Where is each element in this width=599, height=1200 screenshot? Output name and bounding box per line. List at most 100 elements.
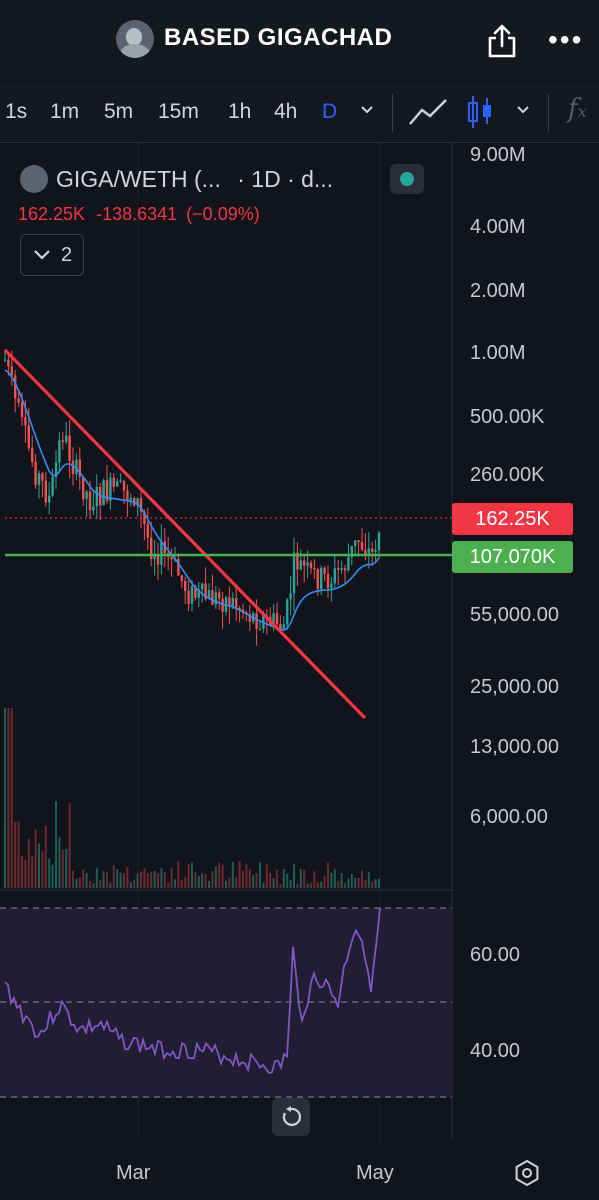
price-change-percent: (−0.09%)	[186, 204, 260, 224]
candle-body	[54, 462, 58, 478]
volume-bar	[194, 872, 197, 888]
symbol-label[interactable]: GIGA/WETH (... · 1D · d...	[56, 166, 334, 192]
volume-bar	[252, 874, 255, 888]
reset-icon	[282, 1106, 302, 1126]
line-chart-icon[interactable]	[408, 96, 448, 128]
market-status-button[interactable]	[390, 164, 424, 194]
volume-bar	[225, 880, 227, 888]
candle-body	[146, 524, 149, 538]
price-chart[interactable]	[0, 143, 599, 1200]
candle-body	[27, 425, 30, 448]
candle-body	[105, 480, 109, 501]
share-icon[interactable]	[486, 24, 518, 58]
volume-bar	[299, 868, 302, 888]
candle-body	[160, 541, 163, 565]
candle-body	[333, 568, 336, 584]
more-icon[interactable]: •••	[548, 24, 584, 55]
price-axis-label: 1.00M	[470, 342, 526, 364]
candle-body	[282, 624, 285, 629]
candle-body	[275, 613, 279, 625]
candle-body	[143, 511, 146, 525]
timeframe-1m[interactable]: 1m	[50, 100, 80, 123]
candle-body	[150, 537, 153, 559]
volume-bar	[123, 873, 125, 888]
volume-bar	[129, 882, 132, 888]
candle-body	[102, 480, 105, 506]
candle-body	[17, 398, 20, 403]
volume-bar	[167, 882, 170, 888]
volume-bar	[306, 883, 309, 888]
timeframe-15m[interactable]: 15m	[158, 100, 199, 123]
candle-body	[78, 459, 81, 477]
volume-bar	[133, 879, 136, 888]
volume-bar	[163, 871, 166, 888]
indicators-collapse-button[interactable]: 2	[20, 234, 84, 276]
candle-body	[272, 613, 275, 626]
candle-body	[313, 568, 316, 570]
timeframe-1s[interactable]: 1s	[5, 100, 28, 123]
candle-body	[31, 447, 34, 463]
candle-body	[139, 498, 143, 512]
candle-body	[153, 554, 156, 559]
candle-body	[156, 554, 160, 565]
volume-bar	[112, 865, 115, 888]
volume-bar	[92, 883, 95, 888]
candles-icon[interactable]	[466, 94, 494, 130]
price-axis-label: 55,000.00	[470, 604, 559, 626]
volume-bar	[347, 878, 350, 888]
timeframe-d[interactable]: D	[322, 100, 338, 123]
volume-bar	[272, 878, 275, 888]
candle-body	[3, 359, 7, 361]
candle-body	[119, 480, 122, 482]
volume-bar	[191, 862, 193, 888]
volume-bar	[378, 878, 380, 888]
chevron-down-icon[interactable]	[360, 102, 374, 116]
volume-bar	[204, 874, 207, 888]
volume-bar	[136, 873, 139, 888]
timeframe-4h[interactable]: 4h	[274, 100, 298, 123]
candle-body	[177, 559, 180, 576]
volume-bar	[374, 879, 377, 888]
candle-body	[71, 460, 75, 474]
volume-bar	[303, 869, 306, 888]
volume-bar	[282, 869, 285, 888]
timeframe-1h[interactable]: 1h	[228, 100, 252, 123]
volume-bar	[180, 879, 183, 888]
price-axis-label: 25,000.00	[470, 676, 559, 698]
candle-body	[180, 575, 183, 582]
fx-icon[interactable]: fx	[568, 94, 587, 124]
candle-body	[238, 607, 241, 610]
volume-bar	[157, 873, 159, 888]
chevron-down-icon[interactable]	[516, 102, 530, 116]
volume-bar	[286, 873, 289, 888]
volume-bar	[364, 879, 367, 888]
timeframe-5m[interactable]: 5m	[104, 100, 134, 123]
divider	[548, 94, 549, 132]
time-axis-label: Mar	[116, 1162, 151, 1184]
candle-body	[357, 540, 360, 543]
candle-body	[316, 569, 319, 590]
volume-bar	[276, 869, 278, 888]
volume-bar	[211, 871, 214, 888]
candle-body	[326, 573, 330, 589]
volume-bar	[119, 872, 122, 888]
volume-bar	[38, 843, 40, 888]
reset-chart-button[interactable]	[272, 1098, 310, 1136]
volume-bar	[313, 871, 316, 888]
candle-body	[279, 624, 282, 629]
rsi-axis-label: 40.00	[470, 1040, 521, 1062]
volume-bar	[82, 869, 85, 888]
avatar[interactable]	[116, 20, 154, 58]
volume-bar	[255, 873, 258, 888]
volume-bar	[296, 883, 299, 888]
volume-bar	[218, 862, 221, 888]
volume-bar	[72, 870, 74, 888]
candle-body	[343, 568, 347, 571]
candle-body	[201, 583, 204, 590]
price-axis-label: 13,000.00	[470, 736, 559, 758]
settings-icon[interactable]	[512, 1158, 542, 1188]
volume-bar	[228, 877, 231, 888]
candle-body	[289, 593, 292, 600]
volume-bar	[174, 879, 176, 888]
candle-body	[371, 548, 374, 552]
